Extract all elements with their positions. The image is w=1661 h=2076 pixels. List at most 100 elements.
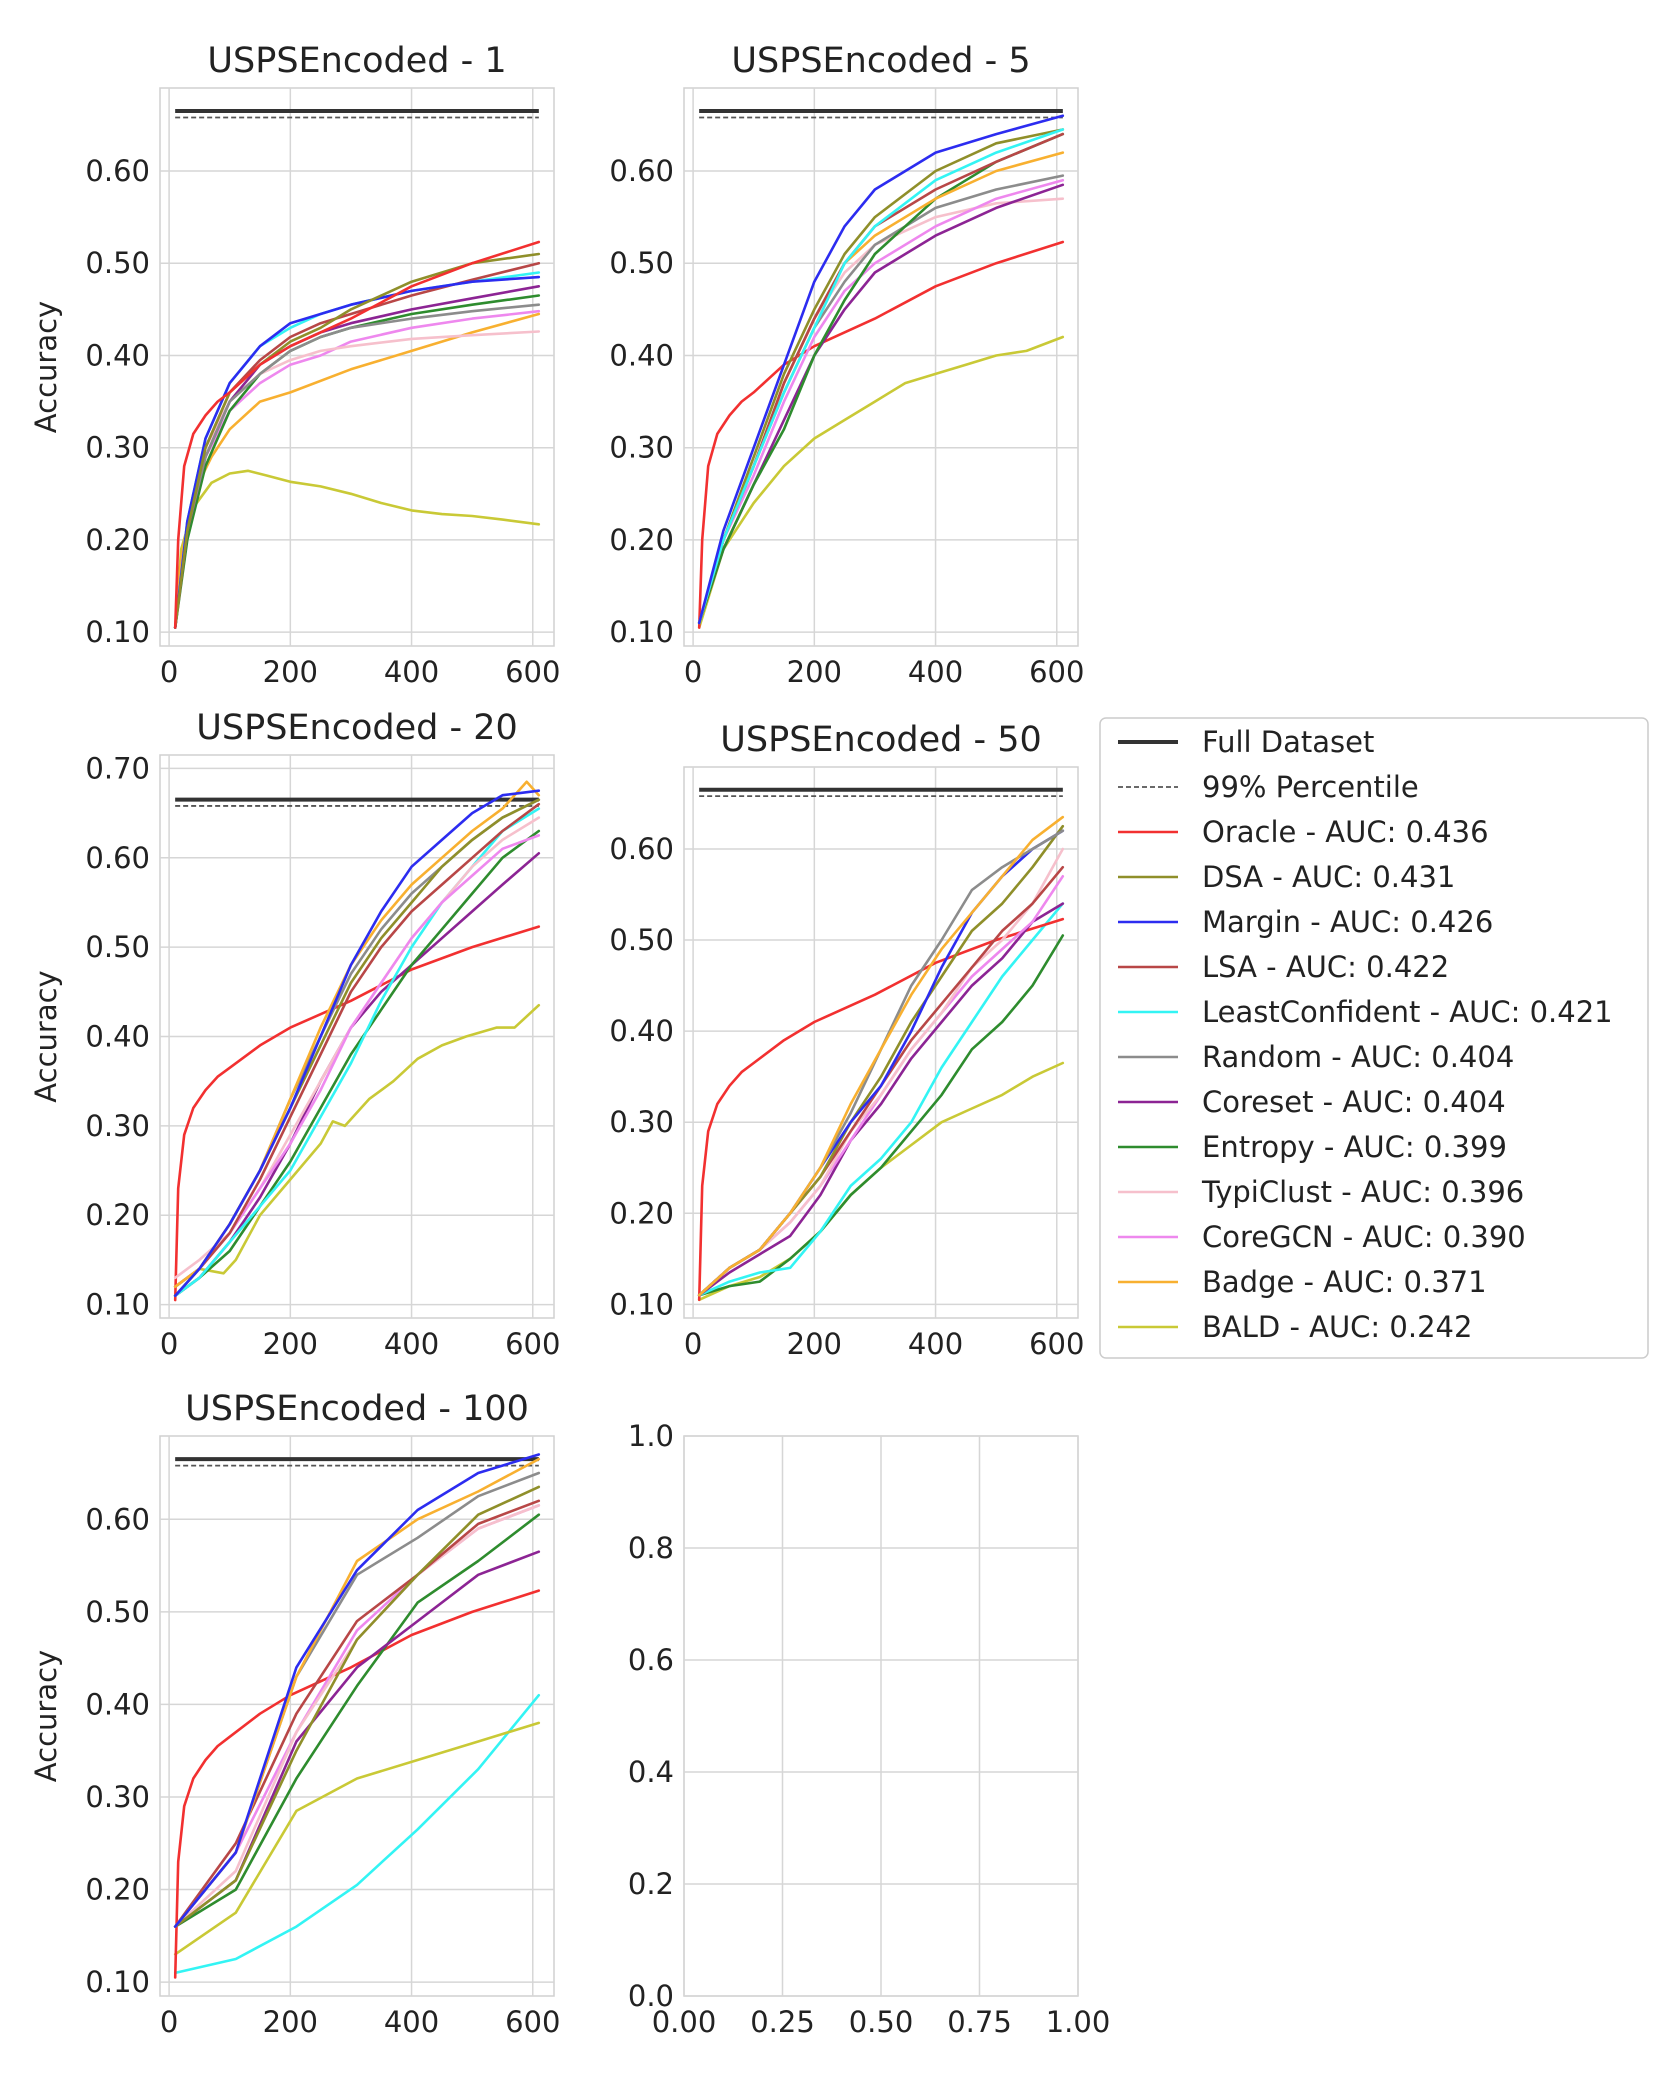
- x-tick-label: 0.50: [849, 2005, 914, 2039]
- legend-item-percentile: 99% Percentile: [1118, 770, 1419, 804]
- legend-item-entropy: Entropy - AUC: 0.399: [1118, 1130, 1507, 1164]
- series-lines: [173, 1453, 541, 1979]
- legend-item-oracle: Oracle - AUC: 0.436: [1118, 815, 1489, 849]
- x-tick-label: 200: [263, 655, 318, 689]
- y-axis-label: Accuracy: [29, 970, 63, 1102]
- x-tick-label: 0: [160, 1327, 178, 1361]
- subplot-title: USPSEncoded - 50: [720, 720, 1042, 760]
- y-tick-label: 0.40: [85, 338, 150, 372]
- x-tick-label: 200: [787, 655, 842, 689]
- y-tick-label: 0.20: [85, 1873, 150, 1907]
- x-tick-label: 200: [263, 2005, 318, 2039]
- series-line-leastconfident: [173, 1693, 541, 1975]
- y-tick-label: 0.40: [609, 1014, 674, 1048]
- x-tick-label: 0.75: [947, 2005, 1012, 2039]
- series-line-entropy: [173, 829, 541, 1297]
- series-line-oracle: [173, 925, 541, 1302]
- series-line-bald: [173, 1721, 541, 1956]
- legend-item-badge: Badge - AUC: 0.371: [1118, 1265, 1487, 1299]
- series-line-lsa: [173, 1499, 541, 1928]
- series-line-entropy: [173, 1513, 541, 1928]
- subplot-title: USPSEncoded - 1: [207, 41, 506, 81]
- legend-item-leastconfident: LeastConfident - AUC: 0.421: [1118, 995, 1613, 1029]
- y-axis-label: Accuracy: [29, 1650, 63, 1782]
- y-tick-label: 0.4: [628, 1755, 674, 1789]
- y-tick-label: 0.6: [628, 1643, 674, 1677]
- legend-label: LSA - AUC: 0.422: [1202, 950, 1449, 984]
- y-tick-label: 0.70: [85, 751, 150, 785]
- series-line-margin: [173, 275, 541, 629]
- series-line-random: [173, 303, 541, 629]
- y-tick-label: 0.2: [628, 1867, 674, 1901]
- plot-area: [683, 766, 1079, 1319]
- x-tick-label: 600: [505, 655, 560, 689]
- x-tick-label: 600: [505, 2005, 560, 2039]
- x-tick-label: 1.00: [1046, 2005, 1111, 2039]
- subplot-3: 0 200 400 600 0.10 0.20 0.30 0.40 0.50 0.60 0.70 US…: [29, 708, 560, 1361]
- series-line-coregcn: [697, 178, 1065, 625]
- series-lines: [173, 109, 541, 629]
- x-tick-label: 600: [505, 1327, 560, 1361]
- x-tick-label: 400: [908, 1327, 963, 1361]
- y-tick-label: 0.50: [609, 246, 674, 280]
- legend-item-lsa: LSA - AUC: 0.422: [1118, 950, 1449, 984]
- legend-label: TypiClust - AUC: 0.396: [1201, 1175, 1524, 1209]
- series-line-margin: [173, 789, 541, 1297]
- series-line-bald: [173, 469, 541, 629]
- y-tick-label: 0.0: [628, 1979, 674, 2013]
- x-tick-label: 200: [263, 1327, 318, 1361]
- y-tick-label: 0.20: [609, 523, 674, 557]
- subplot-4: 0 200 400 600 0.10 0.20 0.30 0.40 0.50 0.60 USPSEn…: [609, 720, 1084, 1361]
- series-line-oracle: [697, 917, 1065, 1302]
- legend-label: 99% Percentile: [1202, 770, 1419, 804]
- subplot-title: USPSEncoded - 20: [196, 708, 518, 748]
- y-tick-label: 0.60: [85, 1502, 150, 1536]
- series-line-leastconfident: [697, 128, 1065, 625]
- subplot-title: USPSEncoded - 100: [185, 1389, 529, 1429]
- series-line-dsa: [173, 1485, 541, 1928]
- y-tick-label: 0.50: [85, 246, 150, 280]
- x-tick-label: 400: [384, 1327, 439, 1361]
- legend-item-bald: BALD - AUC: 0.242: [1118, 1310, 1472, 1344]
- y-axis-label: Accuracy: [29, 301, 63, 433]
- legend-item-coregcn: CoreGCN - AUC: 0.390: [1118, 1220, 1526, 1254]
- subplot-title: USPSEncoded - 5: [731, 41, 1030, 81]
- y-tick-label: 0.40: [85, 1687, 150, 1721]
- y-tick-label: 0.40: [609, 338, 674, 372]
- y-tick-label: 0.30: [609, 431, 674, 465]
- x-tick-label: 0.25: [750, 2005, 815, 2039]
- legend-item-typiclust: TypiClust - AUC: 0.396: [1118, 1175, 1524, 1209]
- y-tick-label: 0.60: [609, 154, 674, 188]
- legend-item-full-dataset: Full Dataset: [1118, 725, 1374, 759]
- legend-label: Coreset - AUC: 0.404: [1202, 1085, 1506, 1119]
- series-line-oracle: [173, 240, 541, 629]
- y-tick-label: 0.30: [85, 1780, 150, 1814]
- y-tick-label: 0.8: [628, 1531, 674, 1565]
- y-tick-label: 1.0: [628, 1419, 674, 1453]
- series-line-bald: [173, 1003, 541, 1297]
- x-tick-label: 0.00: [652, 2005, 717, 2039]
- legend-entries: Full Dataset 99% Percentile Oracle - AUC: …: [1118, 725, 1613, 1344]
- y-tick-label: 0.10: [85, 1288, 150, 1322]
- y-tick-label: 0.40: [85, 1020, 150, 1054]
- legend-label: Oracle - AUC: 0.436: [1202, 815, 1489, 849]
- x-tick-label: 600: [1029, 655, 1084, 689]
- legend-frame: [1099, 717, 1649, 1359]
- y-tick-label: 0.50: [85, 1595, 150, 1629]
- y-tick-label: 0.60: [85, 154, 150, 188]
- legend-label: BALD - AUC: 0.242: [1202, 1310, 1472, 1344]
- subplot-6: 0.00 0.25 0.50 0.75 1.00 0.0 0.2 0.4 0.6 0.8 1.0: [628, 1419, 1110, 2039]
- legend-item-margin: Margin - AUC: 0.426: [1118, 905, 1493, 939]
- series-line-coreset: [697, 902, 1065, 1297]
- legend: Full Dataset 99% Percentile Oracle - AUC: …: [1099, 717, 1649, 1359]
- series-lines: [173, 780, 541, 1302]
- legend-label: Margin - AUC: 0.426: [1202, 905, 1493, 939]
- legend-label: CoreGCN - AUC: 0.390: [1202, 1220, 1526, 1254]
- plot-area: [159, 1435, 555, 1997]
- legend-item-coreset: Coreset - AUC: 0.404: [1118, 1085, 1506, 1119]
- x-tick-label: 0: [160, 655, 178, 689]
- legend-item-random: Random - AUC: 0.404: [1118, 1040, 1514, 1074]
- series-line-leastconfident: [697, 902, 1065, 1297]
- series-line-lsa: [173, 802, 541, 1288]
